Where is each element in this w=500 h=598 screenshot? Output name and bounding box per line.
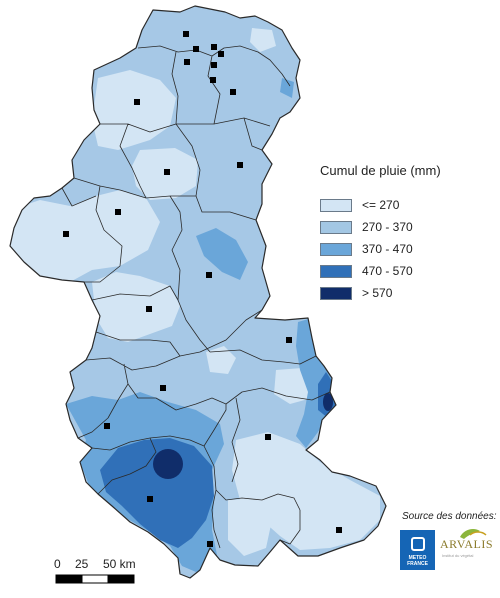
legend: Cumul de pluie (mm) <= 270 270 - 370 370… — [320, 163, 490, 304]
station-marker — [286, 337, 292, 343]
station-marker — [115, 209, 121, 215]
station-marker — [183, 31, 189, 37]
legend-label: 470 - 570 — [362, 264, 413, 278]
legend-item: 470 - 570 — [320, 260, 490, 282]
legend-label: <= 270 — [362, 198, 400, 212]
zone-max-south-west — [153, 449, 183, 479]
zone-light-centre-small — [206, 346, 236, 374]
legend-swatch — [320, 242, 352, 256]
station-marker — [237, 162, 243, 168]
scale-bar-segment-dark-2 — [107, 574, 135, 584]
border-west — [61, 177, 211, 353]
zone-light-centre — [92, 272, 180, 342]
scale-bar — [55, 574, 135, 584]
legend-item: 370 - 470 — [320, 238, 490, 260]
meteo-france-logo-text: METEO FRANCE — [407, 555, 428, 567]
legend-swatch — [320, 198, 352, 212]
meteo-france-mark-icon — [410, 537, 425, 551]
station-marker — [146, 306, 152, 312]
station-marker — [147, 496, 153, 502]
station-marker — [211, 44, 217, 50]
zone-mid-east — [296, 318, 334, 448]
zone-mid-north — [280, 78, 294, 98]
legend-swatch — [320, 220, 352, 234]
zone-light-south — [228, 498, 272, 556]
source-label: Source des données: — [402, 511, 497, 522]
border-south-east — [231, 397, 301, 545]
zone-light-north-west — [92, 70, 176, 150]
scale-label-0: 0 — [54, 557, 61, 571]
legend-swatch — [320, 286, 352, 300]
map-fill — [10, 6, 386, 578]
scale-bar-labels: 0 25 50 km — [54, 557, 164, 571]
border-north-cluster — [137, 45, 291, 125]
legend-label: 370 - 470 — [362, 242, 413, 256]
station-marker — [210, 77, 216, 83]
legend-item: 270 - 370 — [320, 216, 490, 238]
zone-mid-centre — [196, 228, 248, 280]
arvalis-logo: ARVALIS Institut du végétal — [440, 527, 496, 571]
station-marker — [265, 434, 271, 440]
zone-max-east — [323, 393, 333, 411]
station-marker — [207, 541, 213, 547]
station-marker — [160, 385, 166, 391]
station-marker — [63, 231, 69, 237]
station-marker — [336, 527, 342, 533]
scale-label-25: 25 — [75, 557, 89, 571]
meteo-france-logo: METEO FRANCE — [400, 530, 435, 570]
border-south — [77, 355, 331, 439]
scale-label-50: 50 km — [103, 557, 136, 571]
station-marker — [134, 99, 140, 105]
border-south-west — [91, 404, 301, 549]
zone-light-north-tip — [250, 28, 276, 52]
station-marker — [218, 51, 224, 57]
station-marker — [193, 46, 199, 52]
legend-item: > 570 — [320, 282, 490, 304]
legend-swatch — [320, 264, 352, 278]
arvalis-logo-subtext: Institut du végétal — [442, 553, 474, 558]
station-marker — [164, 169, 170, 175]
scale-bar-segment-light — [81, 574, 109, 584]
legend-title: Cumul de pluie (mm) — [320, 163, 441, 178]
station-marker — [184, 59, 190, 65]
zone-heavy-south-west — [100, 438, 214, 548]
region-borders — [61, 45, 331, 549]
scale-bar-segment-dark — [55, 574, 83, 584]
arvalis-leaf-icon — [460, 529, 487, 539]
station-marker — [104, 423, 110, 429]
station-marker — [230, 89, 236, 95]
legend-label: > 570 — [362, 286, 393, 300]
zone-light-west — [10, 190, 160, 282]
legend-label: 270 - 370 — [362, 220, 413, 234]
legend-item: <= 270 — [320, 194, 490, 216]
station-marker — [211, 62, 217, 68]
station-markers — [63, 31, 342, 547]
station-marker — [206, 272, 212, 278]
arvalis-logo-text: ARVALIS — [440, 537, 493, 551]
rainfall-zones — [10, 28, 380, 572]
